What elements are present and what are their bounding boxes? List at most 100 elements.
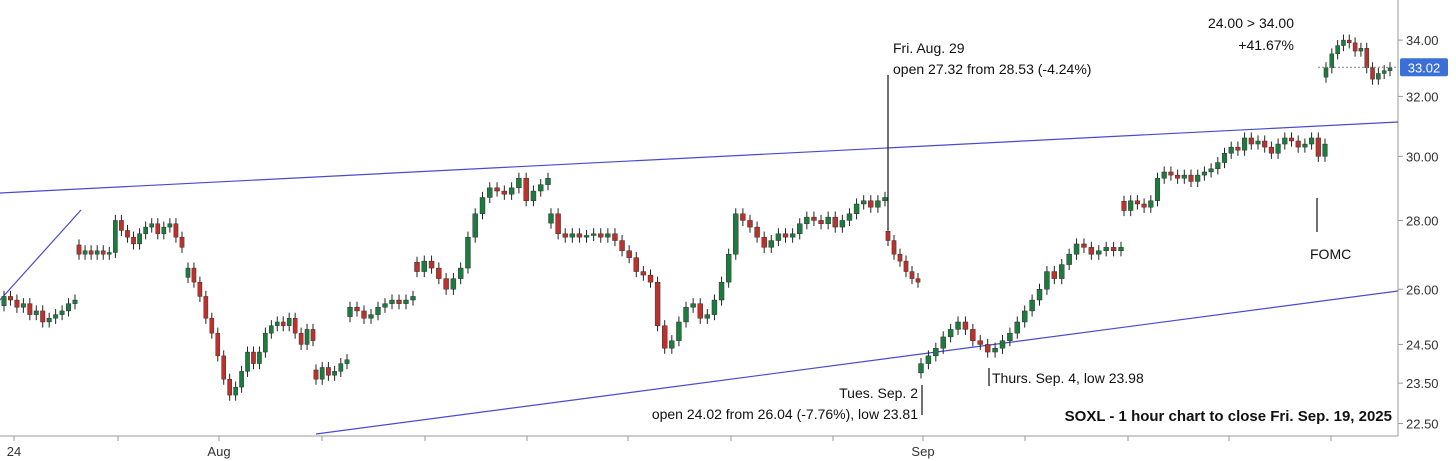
candle-body — [992, 348, 998, 353]
candle-body — [7, 296, 13, 301]
candle-body — [633, 257, 639, 272]
candle-body — [494, 187, 500, 192]
candle-body — [962, 321, 969, 330]
candle-body — [825, 216, 831, 224]
candle-body — [1088, 247, 1095, 255]
candle-body — [137, 233, 142, 245]
candle-body — [508, 187, 515, 195]
candle-body — [292, 318, 298, 334]
candle-body — [1118, 247, 1124, 251]
x-tick-label: Aug — [207, 444, 230, 459]
y-tick-label: 22.50 — [1406, 417, 1439, 432]
candle-body — [1215, 162, 1221, 170]
candle-body — [298, 332, 304, 345]
candle-body — [197, 281, 203, 297]
candle-body — [789, 233, 796, 238]
y-tick-label: 24.50 — [1406, 337, 1439, 352]
candle-body — [361, 310, 367, 319]
candle-body — [891, 240, 897, 255]
candle-body — [1188, 174, 1194, 182]
candle-body — [82, 250, 88, 255]
candle-body — [1235, 146, 1241, 151]
candle-body — [396, 299, 402, 304]
candle-body — [1329, 53, 1335, 69]
candle-body — [612, 233, 618, 241]
candle-body — [40, 310, 46, 323]
last-price-tag — [1400, 58, 1448, 77]
candle-body — [562, 233, 568, 238]
candle-body — [1255, 140, 1261, 145]
candle-body — [332, 371, 337, 376]
candle-body — [53, 314, 59, 319]
candle-body — [1168, 171, 1174, 176]
candle-body — [269, 325, 274, 334]
candle-body — [885, 231, 891, 241]
candle-body — [344, 359, 350, 364]
candle-body — [233, 386, 238, 396]
candle-body — [443, 278, 449, 290]
candle-body — [970, 329, 976, 341]
candle-body — [1376, 73, 1381, 80]
candle-body — [203, 296, 209, 319]
candle-body — [1322, 143, 1328, 157]
candle-body — [545, 178, 551, 185]
candle-body — [1141, 203, 1147, 208]
candle-body — [999, 340, 1006, 349]
candle-body — [354, 307, 360, 312]
candle-body — [501, 190, 508, 195]
candle-body — [797, 223, 803, 234]
candle-body — [487, 187, 493, 198]
candle-body — [875, 200, 881, 208]
candle-body — [347, 307, 353, 317]
candle-body — [161, 226, 167, 234]
candle-body — [1282, 137, 1288, 145]
candle-body — [179, 236, 185, 248]
candle-body — [640, 271, 647, 276]
candle-body — [860, 200, 867, 205]
candle-body — [1201, 171, 1207, 176]
candle-body — [472, 213, 478, 238]
candle-body — [1, 296, 7, 306]
candle-body — [375, 307, 381, 315]
candle-body — [697, 303, 703, 319]
candle-body — [516, 178, 522, 189]
candle-body — [286, 318, 292, 326]
short-trendline — [0, 209, 82, 301]
candle-body — [711, 299, 718, 315]
candle-body — [1096, 250, 1102, 255]
candle-body — [310, 329, 316, 341]
aug29-line1: Fri. Aug. 29 — [893, 40, 965, 56]
candle-body — [1221, 153, 1228, 163]
candle-body — [149, 223, 155, 228]
candle-body — [20, 303, 26, 308]
candle-body — [933, 348, 939, 357]
candle-body — [1051, 271, 1058, 279]
candle-body — [538, 184, 544, 192]
candle-body — [1341, 39, 1346, 46]
candle-body — [1007, 332, 1013, 341]
candle-body — [576, 233, 583, 238]
candle-body — [215, 332, 221, 357]
candle-body — [598, 233, 604, 238]
candle-body — [119, 220, 124, 231]
candle-body — [76, 244, 82, 255]
candle-body — [209, 318, 215, 334]
candle-body — [465, 236, 471, 269]
candle-body — [1248, 137, 1254, 145]
candle-body — [257, 351, 262, 364]
candle-body — [382, 303, 388, 308]
candle-body — [1103, 247, 1109, 251]
candle-body — [106, 252, 112, 255]
candle-body — [479, 197, 486, 215]
candle-body — [450, 278, 457, 290]
candle-body — [1358, 48, 1364, 52]
y-tick-label: 26.00 — [1406, 282, 1439, 297]
y-tick-label: 23.50 — [1406, 376, 1439, 391]
candle-body — [1154, 178, 1161, 201]
candle-body — [846, 213, 853, 221]
y-tick-label: 32.00 — [1406, 89, 1439, 104]
candle-body — [626, 250, 632, 258]
candle-body — [1228, 146, 1234, 154]
candle-body — [421, 260, 427, 272]
candle-body — [1315, 137, 1321, 157]
